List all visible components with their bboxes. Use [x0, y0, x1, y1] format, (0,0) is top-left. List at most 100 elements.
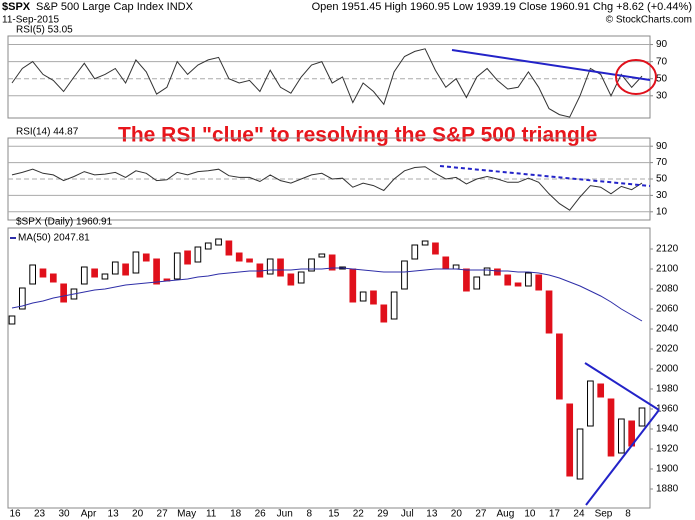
x-tick-label: 13 [426, 509, 438, 520]
candle-body [122, 263, 129, 276]
candle-body [576, 428, 584, 480]
x-tick-label: 26 [255, 509, 267, 520]
highlight-circle [615, 59, 657, 95]
x-tick-label: Sep [595, 509, 613, 520]
candle-body [204, 242, 212, 250]
x-tick-label: 24 [573, 509, 585, 520]
x-tick-label: 8 [625, 509, 631, 520]
candle-body [266, 258, 274, 275]
candle-body [432, 242, 439, 255]
y-tick-label: 30 [656, 190, 668, 201]
y-tick-label: 1940 [656, 424, 679, 435]
candle-body [597, 383, 605, 398]
candle-body [638, 407, 646, 427]
source: © StockCharts.com [606, 15, 692, 26]
panel-frame [7, 227, 651, 509]
y-tick-label: 1900 [656, 464, 679, 475]
x-tick-label: Apr [81, 509, 97, 520]
x-tick-label: Jun [277, 509, 293, 520]
x-tick-label: 13 [108, 509, 120, 520]
x-tick-label: 15 [328, 509, 340, 520]
x-tick-label: Jul [401, 509, 414, 520]
candle-body [235, 252, 243, 262]
rsi5-trendline [451, 49, 651, 81]
y-tick-label: 50 [656, 174, 668, 185]
y-tick-label: 2040 [656, 324, 679, 335]
y-tick-label: 1960 [656, 404, 679, 415]
x-tick-label: 11 [206, 509, 217, 520]
rsi14-trendline [439, 165, 651, 187]
candle-body [525, 272, 532, 287]
candle-body [8, 315, 16, 325]
x-tick-label: 23 [34, 509, 46, 520]
x-tick-label: 27 [157, 509, 169, 520]
candle-body [297, 271, 305, 284]
y-tick-label: 10 [656, 206, 668, 217]
candle-body [39, 268, 47, 278]
candle-body [18, 287, 26, 310]
candle-body [153, 258, 160, 285]
y-tick-label: 1980 [656, 384, 679, 395]
panel-frame [7, 35, 651, 119]
candle-body [91, 268, 98, 278]
date: 11-Sep-2015 [2, 15, 60, 26]
legend-entry: MA(50) 2047.81 [18, 233, 90, 244]
candle-body [49, 273, 57, 283]
candle-body [246, 258, 253, 263]
y-tick-label: 2000 [656, 364, 679, 375]
candle-body [618, 418, 625, 454]
x-tick-label: 10 [524, 509, 536, 520]
x-tick-label: 8 [306, 509, 312, 520]
y-tick-label: 90 [656, 141, 668, 152]
candle-body [308, 258, 315, 272]
candle-body [60, 283, 67, 303]
candle-body [401, 260, 408, 290]
x-tick-label: May [177, 509, 196, 520]
y-tick-label: 2100 [656, 264, 679, 275]
candle-body [277, 258, 284, 277]
candle-body [545, 290, 553, 334]
annotation: The RSI "clue" to resolving the S&P 500 … [118, 124, 597, 147]
candle-body [142, 253, 150, 262]
y-tick-label: 1880 [656, 484, 679, 495]
rsi-line [11, 166, 643, 211]
candle-body [359, 291, 367, 302]
candle-body [587, 380, 594, 427]
candle-body [566, 403, 574, 477]
symbol: $SPX [2, 1, 31, 13]
candle-body [535, 274, 543, 291]
x-tick-label: 20 [451, 509, 463, 520]
candle-body [607, 398, 615, 457]
y-tick-label: 2020 [656, 344, 679, 355]
candle-body [225, 240, 233, 256]
panel-title: RSI(5) 53.05 [16, 25, 73, 36]
trendlines [439, 49, 660, 506]
candle-body [29, 264, 36, 285]
candle-body [442, 256, 450, 270]
panel-title: RSI(14) 44.87 [16, 127, 79, 138]
ma-line [11, 267, 643, 322]
x-tick-label: 17 [549, 509, 561, 520]
candle-body [504, 274, 512, 286]
x-tick-label: 29 [377, 509, 389, 520]
x-tick-label: 30 [58, 509, 70, 520]
candle-body [111, 261, 119, 275]
quote: Open 1951.45 High 1960.95 Low 1939.19 Cl… [312, 1, 692, 13]
candle-body [80, 266, 88, 285]
candle-body [452, 264, 460, 270]
candle-body [473, 276, 481, 290]
triangle-lower [585, 409, 660, 506]
candle-body [411, 244, 419, 260]
y-tick-label: 70 [656, 56, 668, 67]
x-tick-label: 16 [9, 509, 21, 520]
candle-body [380, 304, 388, 323]
y-tick-label: 70 [656, 157, 668, 168]
panel-title: $SPX (Daily) 1960.91 [16, 217, 113, 228]
candle-body [184, 250, 191, 265]
index-name: S&P 500 Large Cap Index INDX [36, 1, 194, 13]
x-tick-label: 22 [353, 509, 365, 520]
rsi-line [11, 48, 643, 118]
x-tick-label: Aug [497, 509, 515, 520]
candle-body [390, 291, 398, 320]
